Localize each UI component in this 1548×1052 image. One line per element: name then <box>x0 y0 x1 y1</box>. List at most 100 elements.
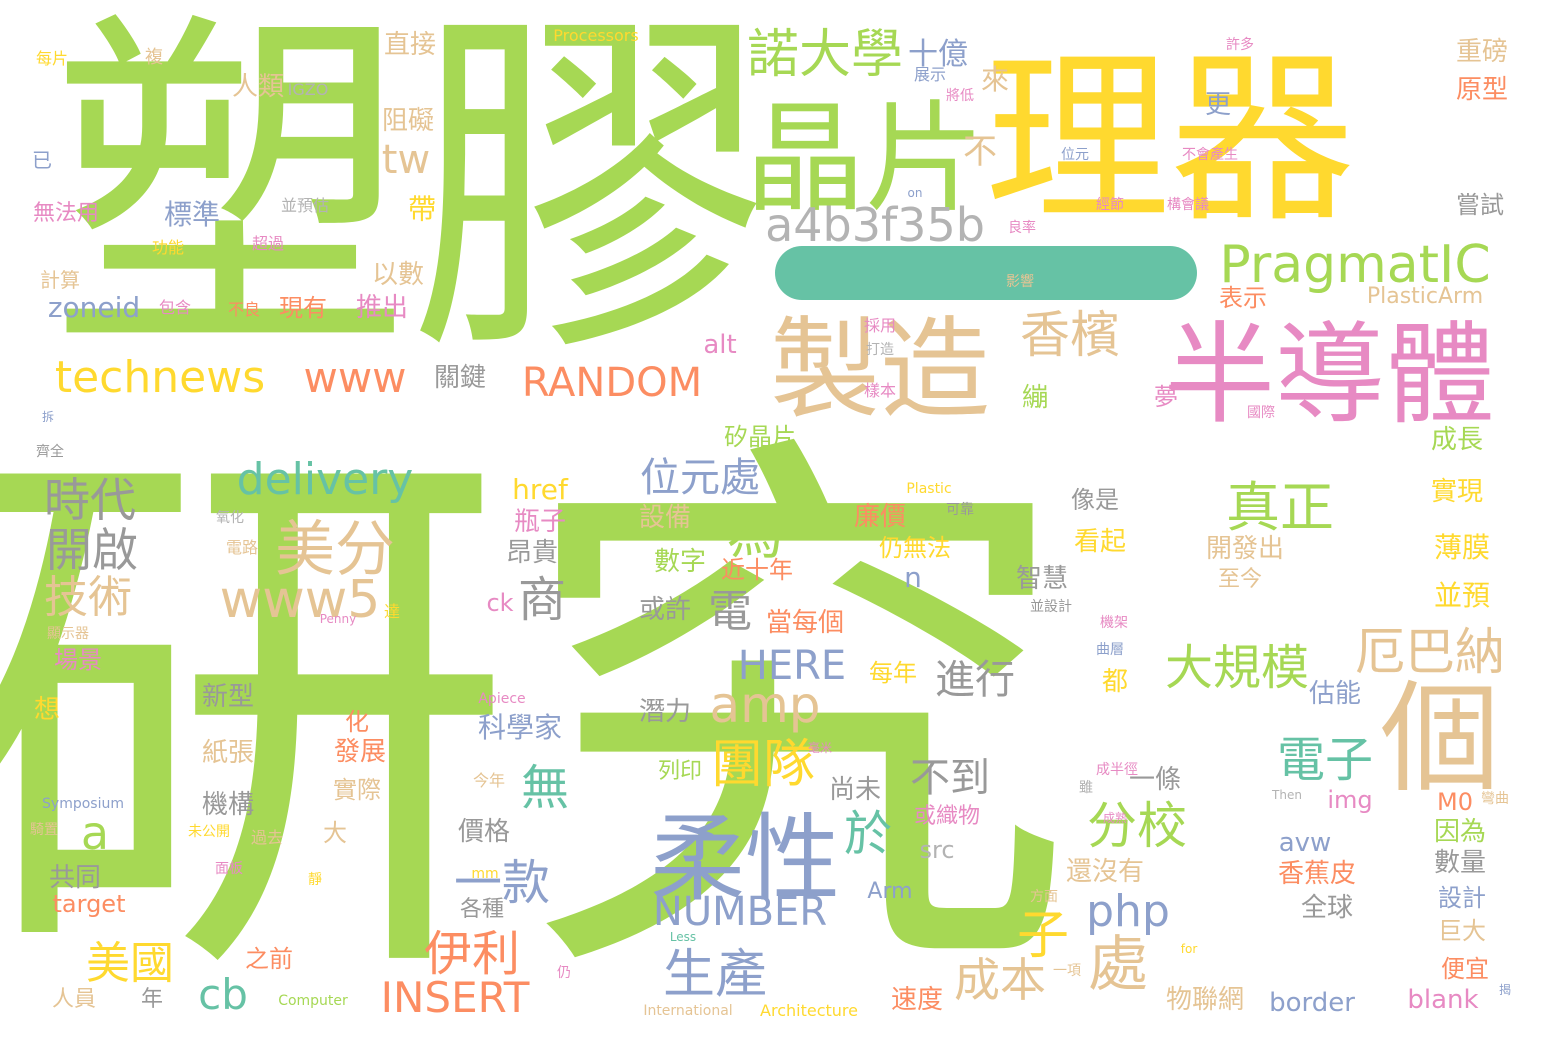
word-165: 並設計 <box>1030 599 1072 615</box>
word-27: 真正 <box>1226 476 1334 539</box>
word-random: RANDOM <box>521 360 703 406</box>
word-149: 展示 <box>913 65 947 84</box>
word-6: 製造 <box>770 306 990 434</box>
word-60: 以數 <box>371 260 425 290</box>
word-195: 一項 <box>1053 963 1081 979</box>
word-8: 個 <box>1380 670 1500 809</box>
word-125: 或織物 <box>913 804 981 829</box>
word-49: 成本 <box>954 953 1046 1007</box>
word-106: 大 <box>323 819 347 847</box>
word-144: 並預估 <box>280 196 330 215</box>
word-delivery: delivery <box>236 454 414 505</box>
word-76: 薄膜 <box>1433 531 1491 564</box>
word-181: 彎曲 <box>1481 791 1509 807</box>
word-151: 許多 <box>1226 37 1254 53</box>
word-108: 尚未 <box>828 775 882 805</box>
word-on: on <box>907 186 923 200</box>
word-51: 不 <box>963 132 997 172</box>
word-66: 嘗試 <box>1456 191 1504 219</box>
word-tw: tw <box>381 137 431 183</box>
word-29: 大規模 <box>1164 640 1310 696</box>
word-147: 包含 <box>158 298 192 317</box>
word-25: 電 <box>708 586 752 637</box>
word-88: 仍無法 <box>879 534 951 562</box>
word-160: 打造 <box>866 342 894 358</box>
word-mm: mm <box>471 866 499 882</box>
word-90: 智慧 <box>1015 564 1069 594</box>
word-7: 柔性 <box>649 804 841 915</box>
word-157: 良率 <box>1008 220 1036 236</box>
word-114: 設計 <box>1438 884 1486 912</box>
word-4: 晶片 <box>745 90 985 229</box>
word-symposium: Symposium <box>42 796 124 812</box>
word-54: 標準 <box>163 198 221 231</box>
word-87: 廉價 <box>853 502 907 532</box>
word-for: for <box>1180 942 1198 956</box>
word-avw: avw <box>1278 828 1332 858</box>
word-95: 每年 <box>869 659 917 687</box>
word-141: 已 <box>32 148 52 172</box>
word-amp: amp <box>709 676 821 734</box>
word-124: 速度 <box>890 985 944 1015</box>
word-pragmatic: PragmatIC <box>1219 235 1491 295</box>
word-11: 諾大學 <box>746 25 904 85</box>
word-155: 經節 <box>1096 197 1124 213</box>
word-arm: Arm <box>867 879 913 904</box>
word-23: 為 <box>727 502 783 567</box>
word-45: 生產 <box>662 945 768 1005</box>
word-56: 阻礙 <box>381 106 435 136</box>
word-65: 原型 <box>1455 75 1509 105</box>
word-a4b3f35b: a4b3f35b <box>765 198 985 252</box>
word-179: 雖 <box>1079 780 1093 796</box>
word-187: 面板 <box>215 861 243 877</box>
word-67: 表示 <box>1219 284 1267 312</box>
word-99: 潛力 <box>638 697 692 727</box>
word-152: 位元 <box>1061 147 1089 163</box>
word-135: 場景 <box>54 646 102 674</box>
word-164: 可靠 <box>946 502 974 518</box>
word-104: 發展 <box>333 737 387 767</box>
word-86: 當每個 <box>765 608 845 638</box>
word-105: 實際 <box>333 776 381 804</box>
word-62: 推出 <box>355 293 409 323</box>
word-technews: technews <box>54 352 266 403</box>
word-112: 因為 <box>1433 817 1487 847</box>
word-63: 現有 <box>279 294 327 322</box>
word-116: 便宜 <box>1441 955 1489 983</box>
word-107: 價格 <box>457 817 511 847</box>
word-92: 至今 <box>1217 567 1263 592</box>
word-156: 構會議 <box>1167 197 1209 213</box>
word-penny: Penny <box>319 612 357 626</box>
word-113: 數量 <box>1433 848 1487 878</box>
word-132: 之前 <box>245 945 293 973</box>
word-133: 年 <box>140 987 164 1012</box>
word-169: 齊全 <box>36 444 64 460</box>
word-alt: alt <box>703 330 737 360</box>
word-185: 未公開 <box>188 824 230 840</box>
word-47: 美國 <box>86 938 174 989</box>
word-m0: M0 <box>1437 788 1473 816</box>
word-189: 靜 <box>308 872 322 888</box>
word-then: Then <box>1272 788 1302 802</box>
word-93: 像是 <box>1071 486 1119 514</box>
word-123: 物聯網 <box>1165 985 1245 1015</box>
word-134: 人員 <box>51 987 97 1012</box>
word-30: 團隊 <box>710 735 816 795</box>
word-138: 計算 <box>40 268 80 292</box>
word-2: 塑膠 <box>50 0 770 399</box>
word-www: www <box>303 353 407 402</box>
word-139: 每片 <box>35 49 69 68</box>
word-igzo: IGZO <box>287 80 329 99</box>
word-159: 採用 <box>863 316 897 335</box>
word-137: 無法用 <box>32 201 100 226</box>
word-115: 巨大 <box>1438 917 1486 945</box>
dash-shape <box>775 246 1197 300</box>
word-167: 曲層 <box>1096 642 1124 658</box>
word-php: php <box>1086 886 1170 937</box>
word-129: 各種 <box>459 897 505 922</box>
word-77: 並預 <box>1433 579 1491 612</box>
word-38: 無 <box>520 760 570 816</box>
word-83: 近十年 <box>721 556 793 584</box>
word-176: 毫米 <box>807 741 833 755</box>
word-109: 一條 <box>1128 765 1182 795</box>
